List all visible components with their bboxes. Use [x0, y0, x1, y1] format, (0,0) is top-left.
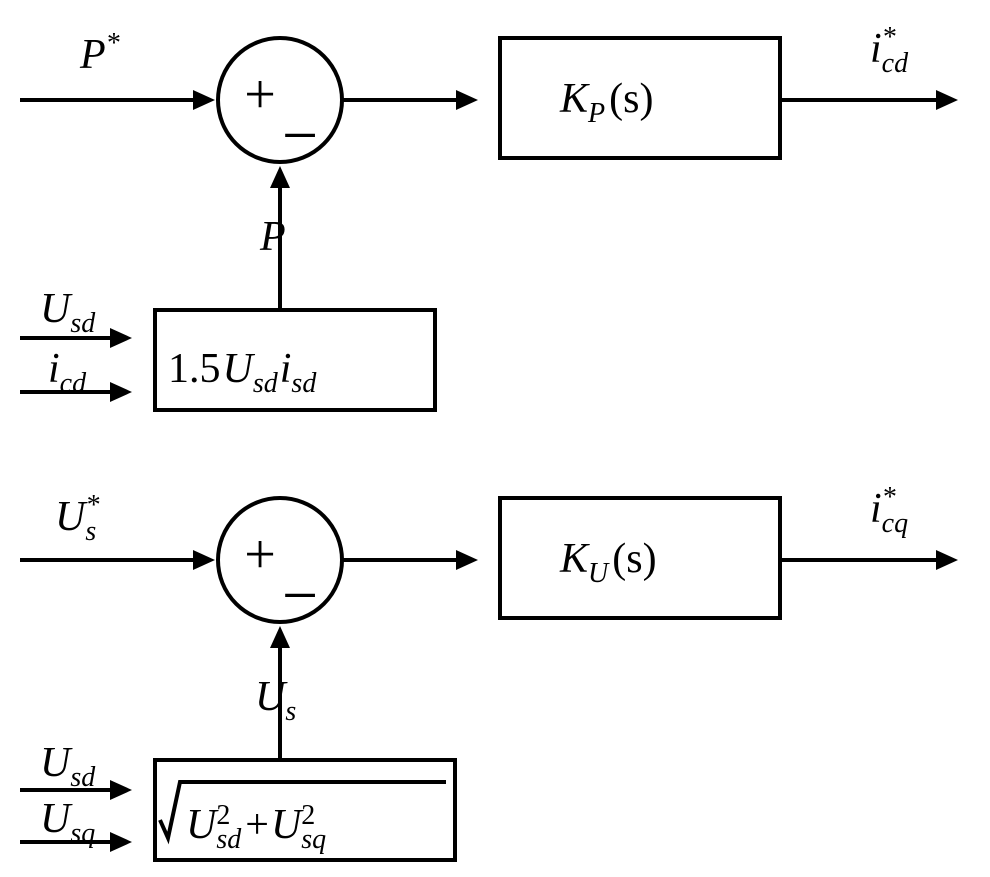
- top-feedback-label: P: [259, 214, 286, 260]
- plus-sign: +: [244, 524, 276, 586]
- plus-sign: +: [244, 64, 276, 126]
- top-sum-to-block-arrow: [342, 90, 478, 110]
- top-input-arrow: [20, 90, 215, 110]
- bottom-calc-expr: U2sd+U2sq: [186, 800, 326, 855]
- bottom-input-label: U*s: [55, 490, 99, 547]
- top-input-label: P*: [79, 28, 120, 78]
- bottom-calc-in2-label: Usq: [40, 796, 95, 849]
- bottom-sum-to-block-arrow: [342, 550, 478, 570]
- minus-sign: −: [282, 560, 318, 631]
- top-summing-junction: [218, 38, 342, 162]
- bottom-output-arrow: [780, 550, 958, 570]
- top-calc-in1-label: Usd: [40, 286, 96, 339]
- bottom-summing-junction: [218, 498, 342, 622]
- top-output-arrow: [780, 90, 958, 110]
- top-calc-in2-label: icd: [48, 346, 87, 399]
- bottom-input-arrow: [20, 550, 215, 570]
- bottom-output-label: i*cq: [870, 482, 908, 539]
- bottom-feedback-label: Us: [255, 674, 296, 727]
- minus-sign: −: [282, 100, 318, 171]
- top-output-label: i*cd: [870, 22, 909, 79]
- bottom-calc-in1-label: Usd: [40, 740, 96, 793]
